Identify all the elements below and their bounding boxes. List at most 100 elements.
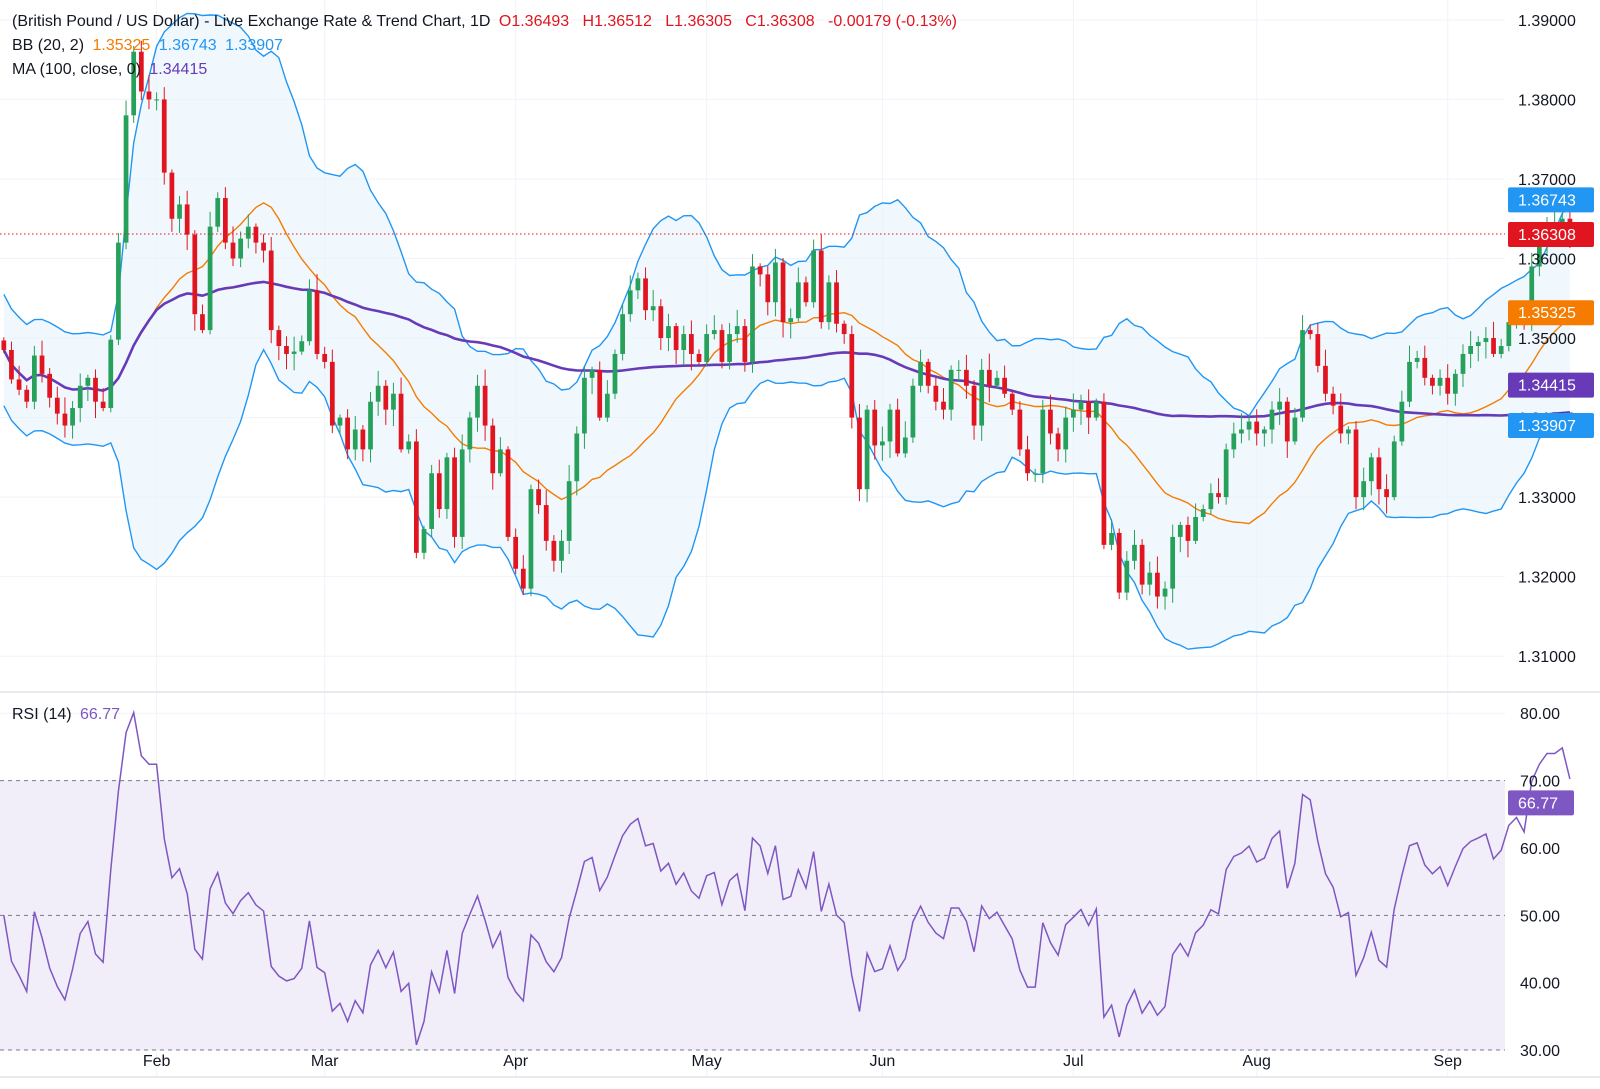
candle-body — [742, 326, 748, 362]
candle — [215, 192, 221, 233]
candle-body — [1048, 409, 1053, 434]
candle — [719, 324, 725, 369]
candle — [1468, 331, 1473, 369]
candle — [314, 274, 320, 360]
candle — [291, 336, 297, 371]
candle — [16, 365, 22, 396]
candle — [1353, 421, 1359, 510]
candle — [1323, 349, 1328, 402]
candle — [39, 340, 45, 383]
chart-legend-main: (British Pound / US Dollar) - Live Excha… — [12, 13, 961, 31]
candle-body — [918, 361, 923, 386]
candle — [475, 374, 480, 432]
price-pane[interactable] — [0, 12, 1573, 650]
candle-body — [1376, 457, 1382, 490]
candle-body — [612, 353, 618, 394]
candle — [635, 272, 641, 300]
candle — [1139, 539, 1145, 595]
candle-body — [880, 441, 885, 446]
candle-body — [1452, 373, 1458, 394]
candle — [444, 452, 450, 519]
candle-body — [207, 226, 213, 331]
candle-body — [1025, 449, 1030, 474]
bollinger-middle-line — [3, 202, 1571, 525]
candle — [528, 484, 534, 597]
candle-body — [1063, 417, 1069, 450]
candle-body — [719, 330, 725, 362]
rsi-legend[interactable]: RSI (14) 66.77 — [12, 706, 124, 724]
candle-body — [383, 385, 389, 410]
candle-body — [498, 449, 503, 474]
candle-body — [452, 457, 457, 537]
candle-body — [131, 51, 137, 116]
time-tick-label: Mar — [311, 1053, 339, 1070]
candle — [643, 267, 648, 320]
candle-body — [1437, 377, 1443, 386]
candle-body — [1407, 361, 1412, 402]
candle-body — [1277, 401, 1283, 410]
rsi-tick-label: 80.00 — [1520, 706, 1560, 723]
candle — [666, 313, 671, 352]
candle-body — [826, 282, 832, 323]
candle-body — [16, 379, 22, 390]
candle-body — [1116, 532, 1122, 593]
candle — [54, 386, 60, 425]
candle — [559, 529, 564, 573]
candle — [452, 447, 457, 548]
bb-lower-value: 1.33907 — [225, 37, 283, 54]
candle-body — [368, 401, 373, 450]
candle-body — [1055, 433, 1061, 450]
candle — [597, 361, 603, 421]
candle-body — [704, 334, 710, 362]
candle — [1384, 474, 1389, 514]
bb-legend[interactable]: BB (20, 2) 1.35325 1.36743 1.33907 — [12, 37, 287, 55]
price-tick-label: 1.31000 — [1518, 649, 1576, 666]
candle — [1177, 521, 1183, 553]
candle-body — [910, 385, 916, 438]
candle-body — [528, 489, 534, 589]
candle-body — [666, 326, 671, 339]
candle — [161, 87, 167, 185]
candle — [1300, 315, 1305, 422]
rsi-axis[interactable]: 80.00 70.00 60.00 50.00 40.00 30.00 — [1520, 706, 1560, 1060]
candle-body — [1132, 544, 1137, 561]
candle-body — [1269, 409, 1275, 430]
price-tag-label: 1.35325 — [1518, 305, 1576, 322]
bb-label: BB (20, 2) — [12, 37, 85, 54]
candle-body — [1124, 560, 1130, 593]
moving-average-100-line — [2, 280, 1571, 419]
candle-body — [1261, 429, 1267, 434]
candle — [941, 388, 946, 420]
candle-body — [238, 238, 244, 259]
candle — [1284, 397, 1290, 458]
candle — [70, 400, 75, 439]
candle-body — [1368, 457, 1374, 482]
candle — [184, 190, 190, 250]
candle-body — [673, 326, 679, 350]
rsi-label: RSI (14) — [12, 706, 72, 723]
candle — [948, 365, 954, 421]
candle — [391, 382, 396, 427]
candle — [513, 528, 519, 575]
candle-body — [788, 318, 794, 323]
ma-legend[interactable]: MA (100, close, 0) 1.34415 — [12, 61, 211, 79]
candle-body — [24, 389, 30, 402]
candle-body — [543, 505, 549, 541]
ma-value: 1.34415 — [149, 61, 208, 78]
candle-body — [1430, 377, 1435, 386]
candle — [689, 320, 694, 371]
candle — [620, 304, 625, 361]
candle — [177, 196, 182, 233]
candle-body — [650, 306, 656, 311]
candle-body — [215, 198, 221, 227]
candle-body — [1498, 346, 1504, 354]
candle — [1070, 393, 1076, 432]
candle — [1032, 468, 1038, 482]
candle — [299, 335, 305, 355]
candle — [1193, 503, 1198, 545]
time-axis[interactable]: Feb Mar Apr May Jun Jul Aug Sep — [143, 1053, 1462, 1070]
rsi-pane[interactable] — [0, 709, 1571, 1051]
candle — [1200, 504, 1206, 522]
candle-body — [1506, 322, 1512, 346]
